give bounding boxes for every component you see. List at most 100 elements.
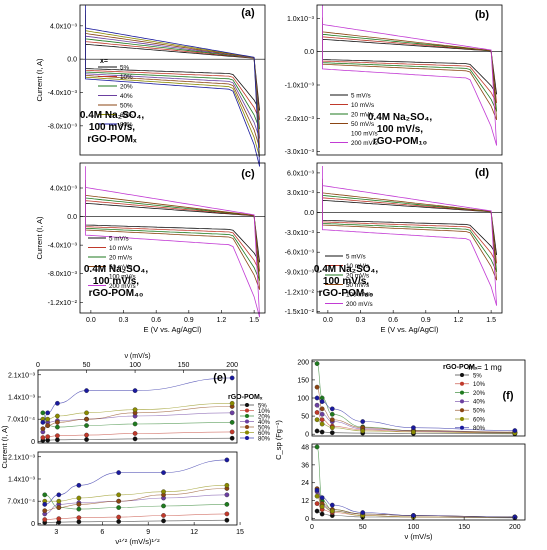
legend-label: 10% (473, 382, 486, 388)
y-axis-label: Current (I, A) (0, 425, 9, 468)
panel-label: (f) (503, 390, 514, 402)
panel-e_top-frame (37, 369, 238, 444)
data-point-60 (56, 498, 62, 504)
legend-title: rGO-POMₓ (228, 394, 263, 401)
panel-label: (d) (475, 167, 489, 179)
data-point-10 (132, 431, 138, 436)
y-tick-label: 0 (305, 432, 309, 439)
data-point-50 (84, 416, 89, 422)
annotation-text: m = 1 mg (468, 363, 502, 372)
y-tick-label: -8.0x10⁻³ (48, 271, 78, 278)
data-point-60 (45, 416, 51, 422)
panel-b: 1.0x10⁻³ 0.0 -1.0x10⁻³ -2.0x10⁻³ -3.0x10⁻³ (b… (285, 4, 502, 156)
data-point-20 (76, 506, 82, 512)
legend-label: 20% (120, 83, 133, 90)
y-tick-label: -4.0x10⁻³ (48, 90, 78, 97)
legend-label: 100 mV/s (109, 273, 136, 280)
legend-label: 80% (258, 436, 271, 442)
legend-label: 10% (258, 409, 271, 415)
data-point-80 (360, 510, 366, 515)
y-tick-label: -1.2x10⁻² (48, 300, 78, 307)
y-tick-label: 1.4x10⁻³ (8, 476, 36, 483)
legend-label: 5% (120, 64, 130, 71)
data-point-20 (42, 492, 48, 498)
y-tick-label: 2.1x10⁻³ (8, 454, 36, 461)
y-tick-label: 4.0x10⁻³ (50, 23, 78, 30)
cv-curve-20 (85, 24, 260, 130)
x-axis-label: E (V vs. Ag/AgCl) (381, 325, 439, 334)
cv-curve-5 (322, 30, 497, 95)
legend-label: 10% (120, 74, 133, 81)
legend-label: 200 mV/s (109, 283, 136, 290)
y-tick-label: 0 (31, 439, 35, 446)
data-point-40 (319, 411, 325, 417)
panel-label: (a) (241, 7, 255, 19)
data-point-20 (55, 424, 60, 430)
panel-f_bottom-frame (311, 443, 526, 521)
data-point-80 (319, 495, 325, 500)
panel-e_bottom: 0 7.0x10⁻⁴ 1.4x10⁻³ 2.1x10⁻³ 3 6 9 12 15 ν¹ᐟ² (mV… (7, 454, 244, 546)
legend-marker (460, 390, 464, 395)
legend-label: 20% (473, 391, 486, 397)
y-tick-label: 4.0x10⁻³ (50, 186, 78, 193)
y-tick-label: 0 (31, 521, 35, 528)
data-point-60 (76, 495, 82, 501)
x-tick-label: 0.6 (151, 317, 161, 324)
data-point-60 (319, 421, 325, 427)
data-point-60 (329, 425, 335, 431)
legend-marker (460, 417, 464, 421)
y-tick-label: 1.4x10⁻³ (8, 394, 36, 401)
legend-label: 5% (473, 373, 482, 379)
cv-curve-5 (85, 193, 260, 263)
y-tick-label: 48 (301, 444, 309, 451)
data-point-50 (329, 417, 335, 423)
fit-line-20 (44, 494, 227, 510)
legend-marker (245, 403, 249, 407)
data-point-10 (116, 514, 122, 520)
panel-f_bottom: 0 12 24 36 48 0 50 100 150 200 ν (mV/s) (301, 444, 521, 541)
legend-marker (245, 425, 249, 429)
data-point-80 (411, 425, 416, 431)
y-tick-label: 0.0 (67, 57, 77, 64)
fit-line-80 (44, 459, 227, 505)
data-point-20 (329, 411, 335, 417)
data-point-10 (56, 516, 62, 522)
data-point-80 (314, 395, 320, 401)
data-point-5 (161, 518, 166, 524)
annotation-text: 100 mV/s, (89, 122, 135, 133)
panel-a-frame (79, 4, 266, 156)
cv-curve-20 (85, 184, 260, 281)
top-x-axis-label: ν (mV/s) (124, 353, 150, 360)
legend-marker (245, 414, 249, 418)
data-point-80 (512, 428, 518, 433)
cv-curve-5 (85, 33, 260, 111)
x-tick-label: 50 (359, 524, 367, 531)
legend-marker (245, 436, 249, 440)
legend-marker (460, 408, 464, 413)
data-point-5 (319, 511, 325, 517)
cv-curve-20 (322, 183, 497, 272)
legend-label: 60% (120, 112, 133, 119)
y-tick-label: 7.0x10⁻⁴ (7, 417, 35, 424)
legend-label: 20% (258, 414, 271, 420)
data-point-5 (314, 508, 320, 514)
y-tick-label: 7.0x10⁻⁴ (7, 499, 35, 506)
y-tick-label: 200 (297, 359, 309, 366)
fit-line-20 (316, 363, 515, 433)
data-point-80 (42, 502, 48, 507)
y-tick-label: 0 (305, 516, 309, 523)
data-point-10 (42, 517, 48, 522)
data-point-5 (84, 437, 89, 442)
cv-curve-50 (322, 178, 497, 281)
legend-label: 10 mV/s (346, 263, 369, 270)
data-point-10 (224, 511, 230, 517)
x-tick-label: 1.5 (486, 317, 496, 324)
top-x-tick-label: 100 (129, 362, 141, 369)
annotation-text: rGO-POMₓ (87, 134, 137, 145)
y-tick-label: 150 (297, 377, 309, 384)
data-point-80 (314, 487, 320, 493)
legend-label: 200 mV/s (346, 301, 373, 308)
data-point-5 (329, 430, 335, 436)
x-tick-label: 1.2 (454, 317, 464, 324)
